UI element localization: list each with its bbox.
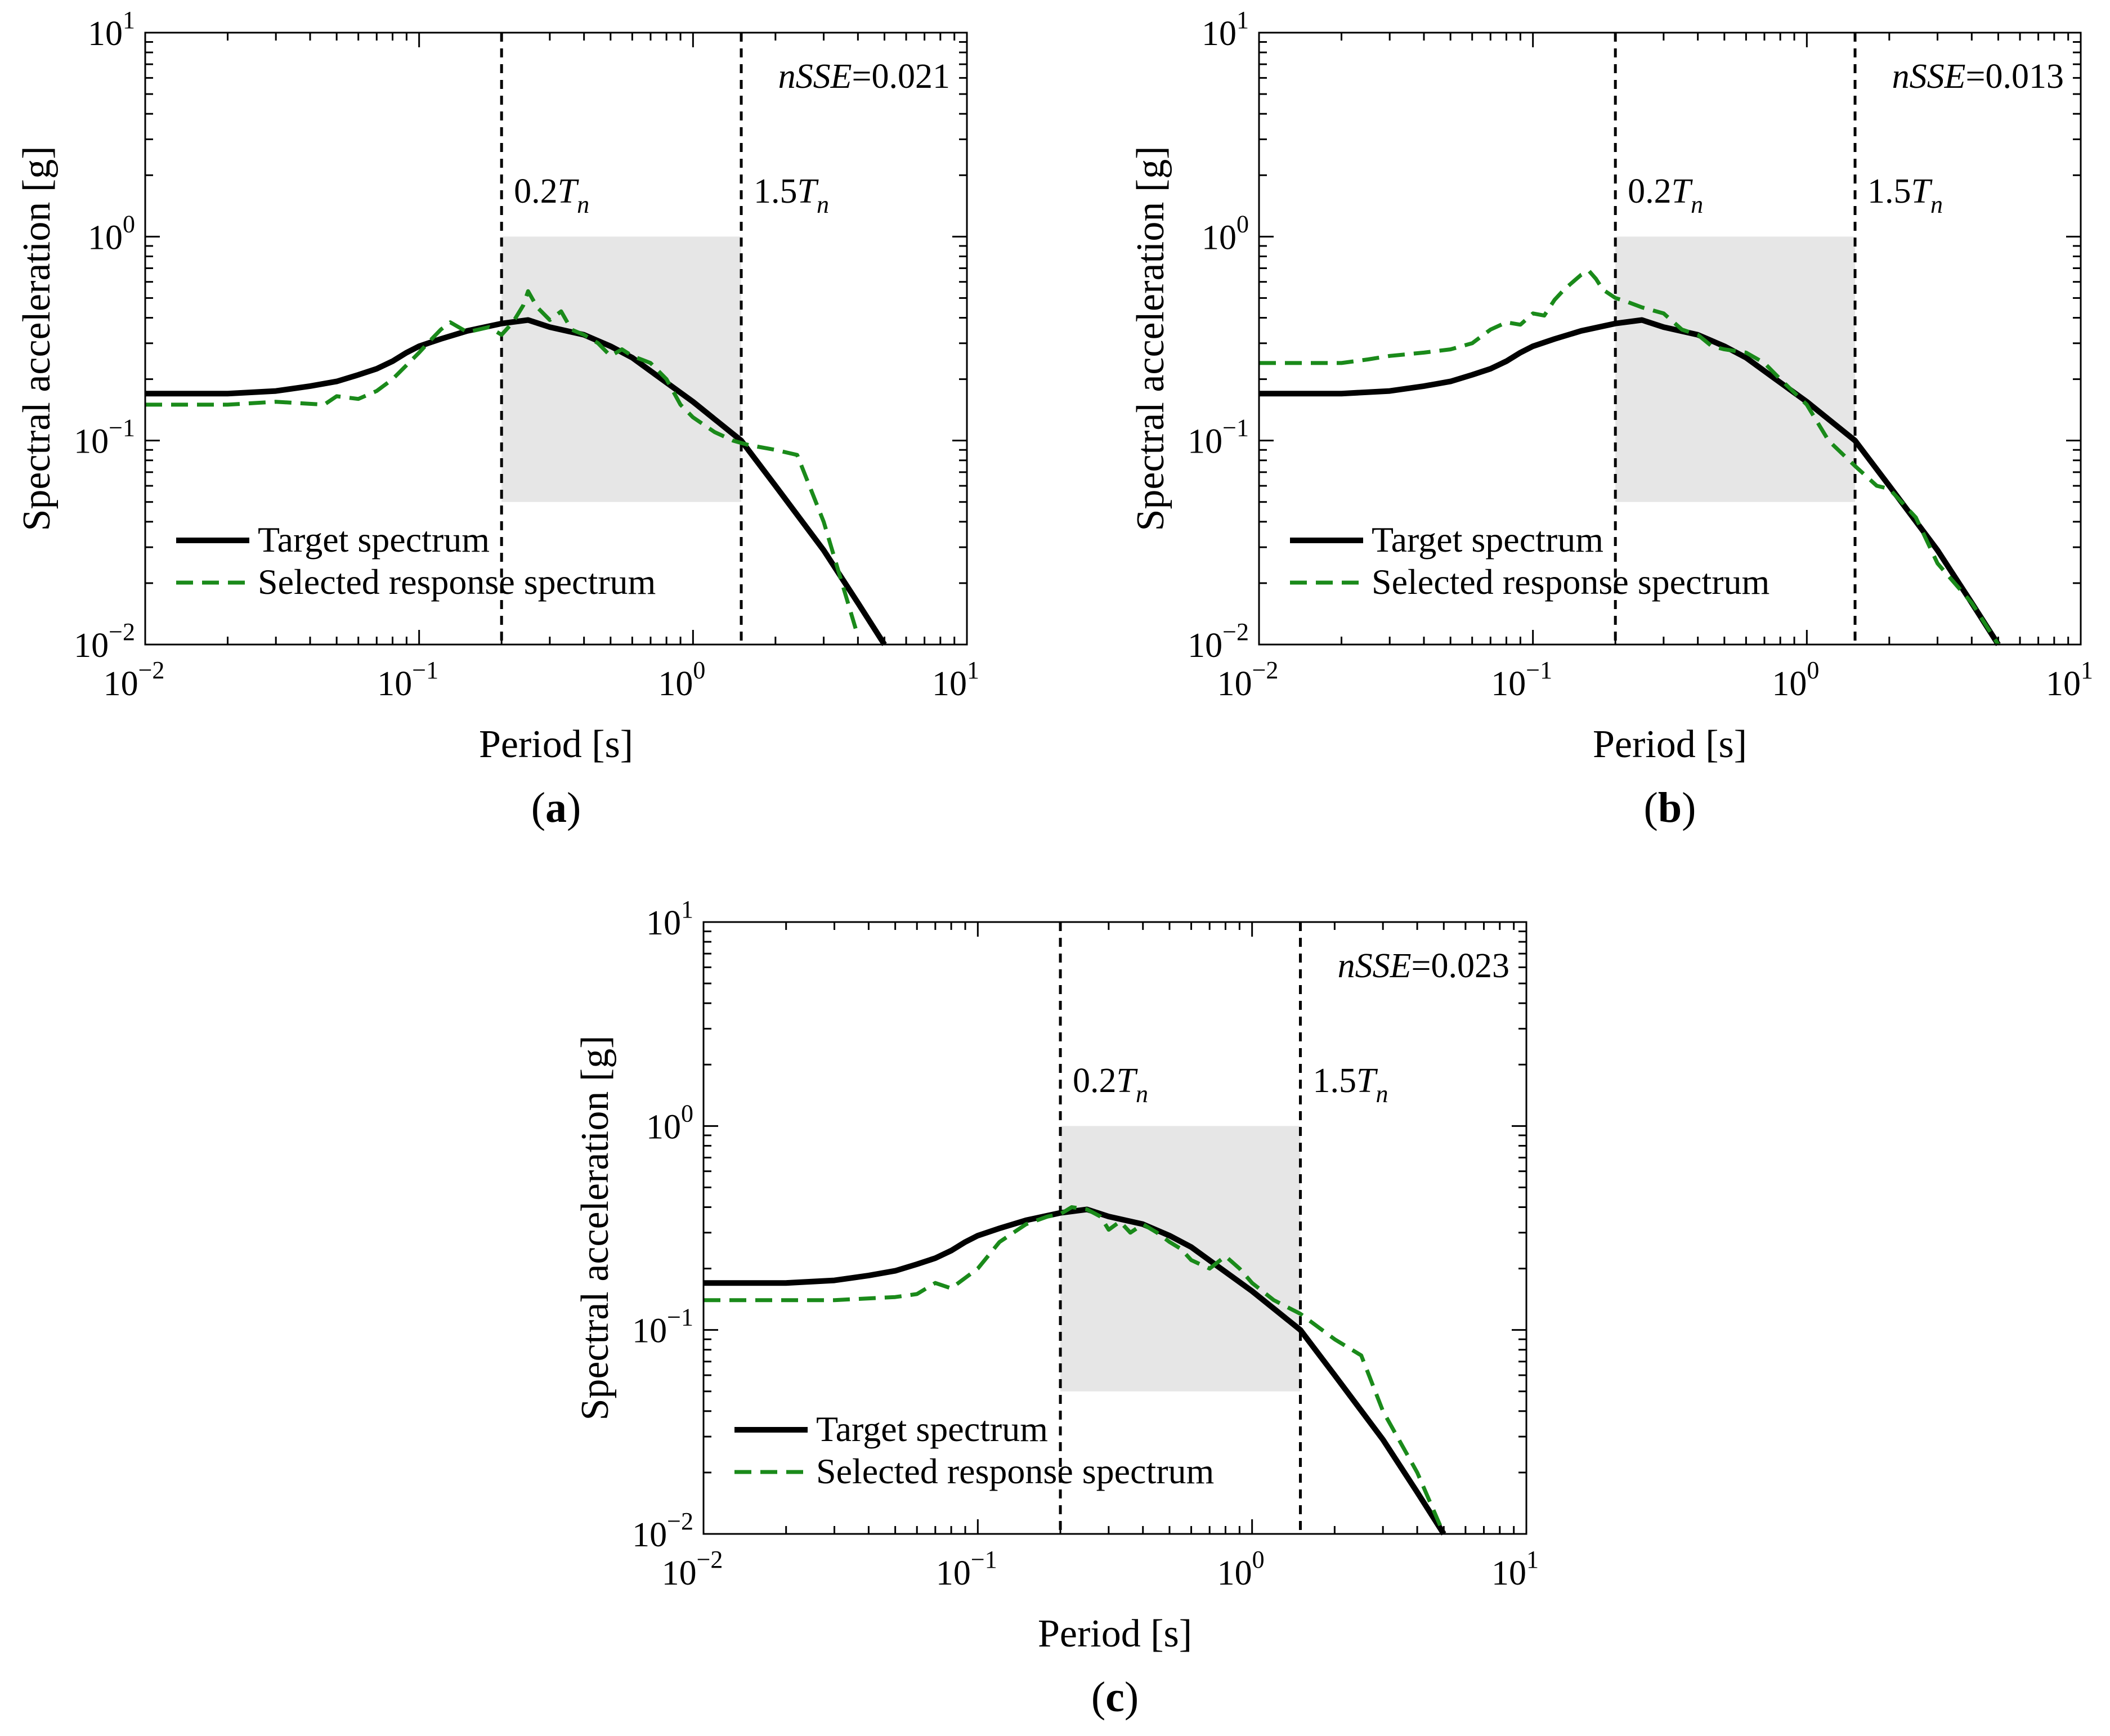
chart-a-y-tick-label: 10−2 [74, 618, 135, 665]
chart-b-nsse-annotation: nSSE=0.013 [1892, 57, 2064, 96]
chart-c-x-tick-label: 10−1 [936, 1546, 997, 1592]
chart-b-x-tick-label: 10−2 [1217, 656, 1279, 703]
chart-c-selected-spectrum-line [704, 1205, 1446, 1535]
chart-a-x-tick-label: 100 [658, 656, 705, 703]
chart-b-vline-label-0: 0.2Tn [1628, 172, 1703, 218]
chart-a-target-spectrum-line [145, 317, 887, 646]
chart-b-plot-frame [1258, 32, 2082, 646]
chart-a-x-axis-label: Period [s] [479, 723, 633, 766]
chart-b-legend-target-label: Target spectrum [1372, 520, 1603, 560]
chart-a-x-tick-label: 10−2 [104, 656, 165, 703]
chart-a-selected-spectrum-line [145, 289, 860, 637]
chart-c-y-tick-label: 101 [646, 896, 693, 942]
chart-c-vline-label-1: 1.5Tn [1312, 1062, 1388, 1108]
chart-b-selected-spectrum-line [1259, 269, 2000, 646]
chart-c-x-tick-label: 100 [1217, 1546, 1265, 1592]
chart-a-plot-frame [144, 32, 968, 646]
chart-a-x-tick-label: 10−1 [377, 656, 438, 703]
chart-b-y-tick-label: 100 [1202, 210, 1249, 257]
chart-c-legend-target-label: Target spectrum [816, 1409, 1048, 1449]
chart-c-x-axis-label: Period [s] [1038, 1612, 1192, 1656]
chart-b-y-axis-label: Spectral acceleration [g] [1129, 146, 1172, 531]
chart-b-target-band [1615, 236, 1856, 502]
chart-b-x-tick-label: 101 [2046, 656, 2093, 703]
chart-c-y-tick-label: 10−2 [632, 1507, 693, 1554]
chart-b-y-tick-label: 101 [1202, 6, 1249, 53]
chart-a-legend-selected-label: Selected response spectrum [258, 562, 656, 602]
chart-c-y-tick-label: 10−1 [632, 1304, 693, 1350]
chart-c-plot-frame [702, 921, 1527, 1535]
chart-b-legend-selected-label: Selected response spectrum [1372, 562, 1769, 602]
chart-a-y-tick-label: 101 [88, 6, 135, 53]
chart-a-nsse-annotation: nSSE=0.021 [778, 57, 950, 96]
chart-a: 0.2Tn 1.5Tn 10−2 10−1 100 101 10−2 10−1 100 101 Pe… [15, 6, 979, 831]
chart-b-caption: (b) [1644, 784, 1696, 831]
chart-b-axis-ticks [1258, 33, 2081, 646]
chart-a-y-axis-label: Spectral acceleration [g] [15, 146, 59, 531]
chart-b-x-tick-label: 100 [1772, 656, 1819, 703]
chart-c-y-tick-label: 100 [646, 1099, 693, 1146]
chart-a-axis-ticks [144, 33, 967, 646]
chart-a-y-tick-label: 100 [88, 210, 135, 257]
chart-c-caption: (c) [1091, 1674, 1139, 1721]
chart-a-vline-label-1: 1.5Tn [754, 172, 829, 218]
chart-c-x-tick-label: 101 [1491, 1546, 1539, 1592]
chart-b-target-spectrum-line [1259, 317, 2001, 646]
chart-a-x-tick-label: 101 [932, 656, 979, 703]
chart-c-x-tick-label: 10−2 [662, 1546, 723, 1592]
chart-b-x-axis-label: Period [s] [1593, 723, 1747, 766]
chart-c-y-axis-label: Spectral acceleration [g] [574, 1035, 617, 1420]
chart-c-vline-label-0: 0.2Tn [1073, 1062, 1148, 1108]
chart-c-legend-selected-label: Selected response spectrum [816, 1451, 1214, 1491]
chart-a-caption: (a) [531, 784, 581, 831]
chart-c-target-spectrum-line [704, 1206, 1446, 1536]
chart-b-y-tick-label: 10−2 [1188, 618, 1249, 665]
chart-c: 0.2Tn 1.5Tn 10−2 10−1 100 101 10−2 10−1 100 101 Pe… [574, 896, 1539, 1721]
chart-b-vline-label-1: 1.5Tn [1867, 172, 1943, 218]
chart-c-nsse-annotation: nSSE=0.023 [1338, 947, 1509, 985]
chart-a-vline-label-0: 0.2Tn [514, 172, 589, 218]
chart-a-legend-target-label: Target spectrum [258, 520, 490, 560]
chart-a-target-band [501, 236, 742, 502]
chart-b-x-tick-label: 10−1 [1491, 656, 1552, 703]
chart-c-target-band [1060, 1126, 1301, 1392]
chart-b-y-tick-label: 10−1 [1188, 414, 1249, 461]
chart-b: 0.2Tn 1.5Tn 10−2 10−1 100 101 10−2 10−1 100 101 Pe… [1129, 6, 2093, 831]
chart-a-y-tick-label: 10−1 [74, 414, 135, 461]
